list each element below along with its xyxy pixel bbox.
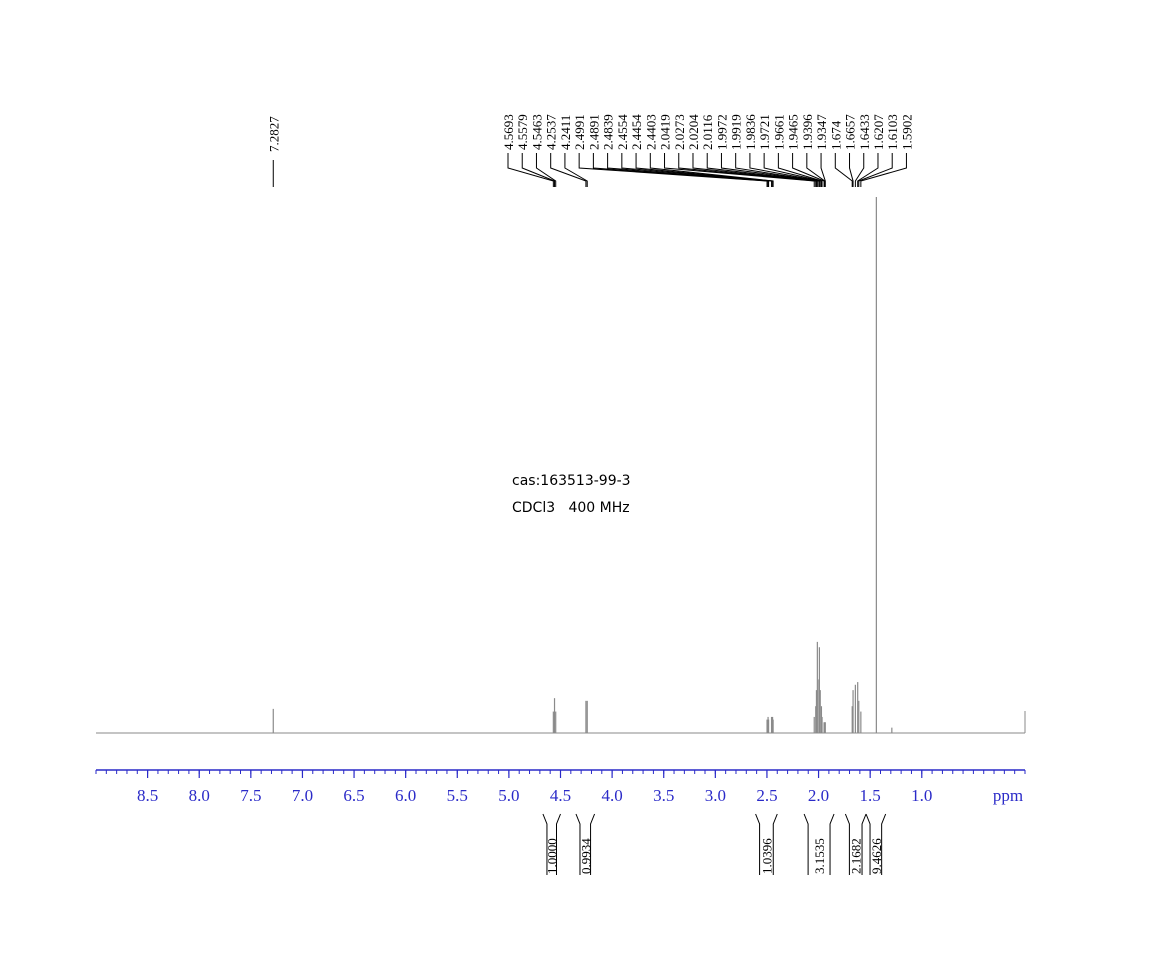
integral-label: 1.0396 [759, 838, 774, 874]
x-tick-label: 3.5 [653, 786, 674, 805]
peak-leader [854, 153, 865, 187]
peak-leader [806, 153, 826, 187]
peak-label: 1.9919 [729, 114, 744, 150]
peak-label: 1.9721 [757, 114, 772, 150]
peak-leader [635, 153, 774, 187]
peak-label: 1.9972 [714, 114, 729, 150]
peak-leader [735, 153, 820, 187]
x-tick-label: 6.0 [395, 786, 416, 805]
peak-label: 2.4554 [615, 114, 630, 150]
x-tick-label: 5.0 [498, 786, 519, 805]
peak-leader [621, 153, 773, 187]
peak-leader [507, 153, 554, 187]
peak-leader [763, 153, 822, 187]
integral-bracket [542, 813, 561, 875]
peak-leader [664, 153, 815, 187]
integral-label: 2.1682 [849, 838, 864, 874]
peak-label: 1.9661 [771, 114, 786, 150]
peak-leader [834, 153, 853, 187]
integral-label: 9.4626 [869, 838, 884, 874]
peak-label: 1.9465 [786, 114, 801, 150]
peak-leader [535, 153, 557, 187]
peak-label: 2.0204 [686, 114, 701, 150]
x-tick-label: 8.0 [189, 786, 210, 805]
peak-label: 2.4403 [643, 114, 658, 150]
peak-leader [777, 153, 823, 187]
x-tick-label: 2.0 [808, 786, 829, 805]
integral-bracket [865, 813, 887, 875]
peak-leader [578, 153, 768, 187]
x-tick-label: 6.5 [343, 786, 364, 805]
peak-label: 1.9396 [800, 114, 815, 150]
x-tick-label: 2.5 [756, 786, 777, 805]
peak-label: 4.5463 [529, 114, 544, 150]
peak-label: 1.9836 [743, 114, 758, 150]
peak-label: 1.674 [828, 120, 843, 150]
peak-label: 1.6657 [843, 114, 858, 150]
peak-label: 2.4454 [629, 114, 644, 150]
peak-leader [858, 153, 893, 187]
integral-bracket [844, 813, 867, 875]
x-tick-label: 8.5 [137, 786, 158, 805]
peak-leader [749, 153, 821, 187]
peak-label: 2.4839 [601, 114, 616, 150]
integral-bracket [575, 813, 596, 875]
peak-label: 4.2537 [544, 114, 559, 150]
peak-leader [792, 153, 825, 187]
peak-label: 1.6433 [857, 114, 872, 150]
x-tick-label: 4.5 [550, 786, 571, 805]
integral-label: 3.1535 [812, 838, 827, 874]
peak-leader [607, 153, 770, 187]
peak-label: 1.9347 [814, 114, 829, 150]
peak-label: 1.6207 [871, 114, 886, 150]
peak-leader [706, 153, 818, 187]
peak-leader [649, 153, 774, 187]
peak-leader [720, 153, 820, 187]
peak-label: 7.2827 [266, 116, 281, 152]
peak-label: 2.0419 [658, 114, 673, 150]
peak-label: 2.4891 [586, 114, 601, 150]
x-tick-label: 1.5 [860, 786, 881, 805]
annotation: CDCl3 400 MHz [512, 500, 630, 516]
peak-label: 4.5579 [515, 114, 530, 150]
peak-label: 4.5693 [501, 114, 516, 150]
peak-leader [857, 153, 879, 187]
x-tick-label: 3.0 [705, 786, 726, 805]
peak-label: 1.5902 [899, 114, 914, 150]
peak-leader [550, 153, 587, 187]
peak-leader [521, 153, 556, 187]
integral-bracket [803, 813, 835, 875]
x-tick-label: 1.0 [911, 786, 932, 805]
peak-leader [678, 153, 817, 187]
peak-leader [564, 153, 588, 187]
integral-label: 0.9934 [578, 838, 593, 874]
peak-label: 4.2411 [558, 115, 573, 150]
x-tick-label: 7.5 [240, 786, 261, 805]
peak-leader [860, 153, 907, 187]
integral-bracket [755, 813, 778, 875]
peak-leader [592, 153, 769, 187]
peak-label: 1.6103 [885, 114, 900, 150]
annotation: cas:163513-99-3 [512, 473, 631, 489]
peak-label: 2.0273 [672, 114, 687, 150]
peak-leader [849, 153, 854, 187]
peak-leader [820, 153, 826, 187]
x-tick-label: 4.0 [601, 786, 622, 805]
x-tick-label: 5.5 [447, 786, 468, 805]
x-axis-label: ppm [993, 786, 1023, 805]
peak-label: 2.0116 [700, 114, 715, 150]
peak-label: 2.4991 [572, 114, 587, 150]
integral-label: 1.0000 [545, 838, 560, 874]
peak-leader [692, 153, 817, 187]
x-tick-label: 7.0 [292, 786, 313, 805]
